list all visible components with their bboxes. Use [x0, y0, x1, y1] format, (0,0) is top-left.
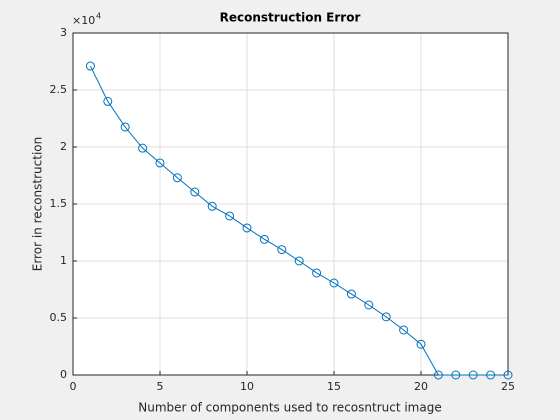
marker: [312, 268, 322, 278]
marker: [259, 234, 269, 244]
y-tick-label: 3: [60, 26, 67, 39]
marker: [155, 158, 165, 168]
marker: [85, 61, 95, 71]
y-axis-label: Error in reconstruction: [31, 137, 45, 272]
marker: [294, 256, 304, 266]
marker: [381, 312, 391, 322]
marker: [172, 173, 182, 183]
marker: [103, 96, 113, 106]
marker: [346, 289, 356, 299]
x-tick-label: 15: [327, 380, 341, 393]
y-tick-label: 1.5: [50, 197, 68, 210]
y-tick-label: 2.5: [50, 83, 68, 96]
x-axis-label: Number of components used to recosntruct…: [138, 401, 441, 415]
marker: [364, 300, 374, 310]
marker: [138, 143, 148, 153]
marker: [277, 245, 287, 255]
marker: [242, 223, 252, 233]
x-tick-label: 25: [501, 380, 515, 393]
marker: [207, 201, 217, 211]
marker: [120, 122, 130, 132]
chart-title: Reconstruction Error: [220, 11, 361, 25]
y-tick-label: 1: [60, 254, 67, 267]
x-tick-label: 5: [157, 380, 164, 393]
y-tick-label: 0: [60, 368, 67, 381]
x-tick-label: 10: [240, 380, 254, 393]
marker: [503, 370, 513, 380]
marker: [468, 370, 478, 380]
y-tick-label: 2: [60, 140, 67, 153]
marker: [329, 278, 339, 288]
marker: [433, 370, 443, 380]
x-tick-label: 0: [70, 380, 77, 393]
marker: [190, 187, 200, 197]
marker: [399, 325, 409, 335]
marker: [451, 370, 461, 380]
marker: [225, 211, 235, 221]
y-tick-label: 0.5: [50, 311, 68, 324]
marker: [416, 339, 426, 349]
marker: [486, 370, 496, 380]
y-multiplier: ×10: [72, 14, 95, 27]
axes-box: [72, 32, 509, 376]
x-tick-label: 20: [414, 380, 428, 393]
series-line: [89, 65, 508, 376]
y-multiplier-exponent: 4: [96, 12, 101, 21]
